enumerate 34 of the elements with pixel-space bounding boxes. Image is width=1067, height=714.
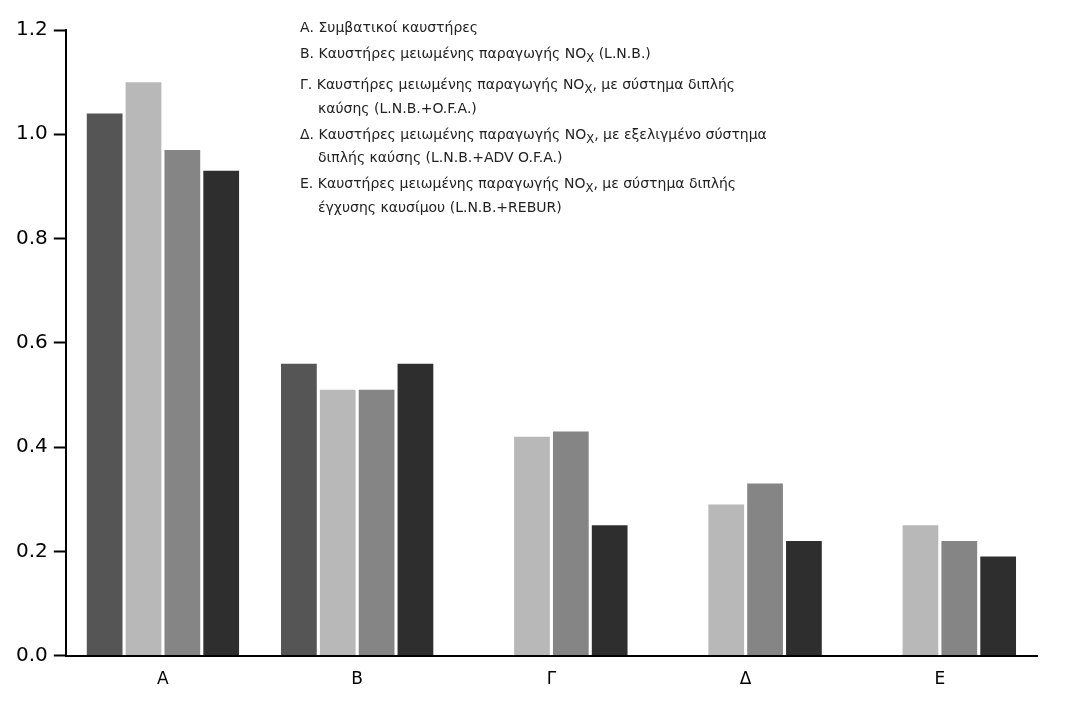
bar [358, 389, 395, 656]
text: Γ. Καυστήρες μειωμένης παραγωγής NO$_{X}$, με σύστημα διπλής καύσης (L.N.B.+O.F.A.) [300, 75, 736, 116]
bar [591, 525, 628, 656]
y-tick-label: 1.0 [15, 120, 48, 145]
bar [397, 363, 434, 656]
text: Δ. Καυστήρες μειωμένης παραγωγής NO$_{X}$, με εξελιγμένο σύστημα διπλής καύσης (L.N.B.+ADV O.F.A.) [300, 125, 767, 166]
bar [125, 82, 162, 656]
bar [164, 149, 201, 656]
x-tick-label: Ε [934, 668, 946, 689]
bar [747, 483, 783, 656]
y-tick-label: 0.0 [15, 641, 48, 666]
annotation: Β. Καυστήρες μειωμένης παραγωγής NO$_{X}$ (L.N.B.) [300, 44, 652, 67]
x-tick-label: Γ [546, 668, 557, 689]
bar [552, 431, 589, 656]
x-tick-label: Β [351, 668, 363, 689]
y-tick-label: 0.8 [15, 224, 48, 249]
bar [86, 113, 123, 656]
y-tick-label: 0.4 [15, 433, 48, 458]
y-tick-label: 1.2 [15, 16, 48, 41]
bar [281, 363, 317, 656]
y-tick-label: 0.6 [15, 329, 48, 353]
x-tick-label: Δ [739, 668, 752, 689]
bar [203, 170, 240, 656]
annotation: Α. Συμβατικοί καυστήρες [300, 18, 480, 37]
y-tick-label: 0.2 [15, 537, 48, 562]
bar [708, 504, 745, 656]
bar [319, 389, 356, 656]
bar [786, 540, 822, 656]
x-tick-label: Α [157, 668, 170, 689]
bar [514, 436, 550, 656]
bar [980, 556, 1017, 656]
bar [941, 540, 978, 656]
text: Ε. Καυστήρες μειωμένης παραγωγής NO$_{X}$, με σύστημα διπλής έγχυσης καυσίμου (L.N.B.+REBUR) [300, 175, 737, 216]
bar [902, 525, 939, 656]
